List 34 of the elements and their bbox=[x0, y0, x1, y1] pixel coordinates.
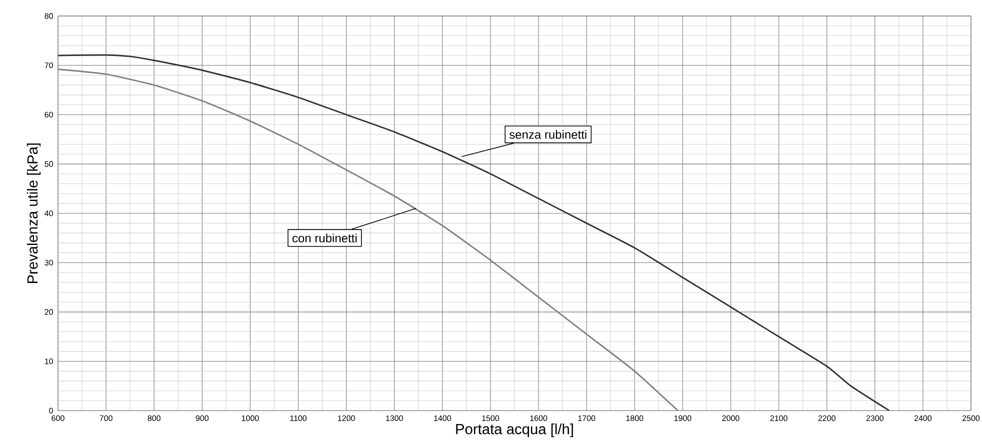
y-tick-label: 70 bbox=[44, 62, 53, 68]
x-tick-label: 1500 bbox=[482, 415, 500, 422]
x-tick-label: 1300 bbox=[386, 415, 403, 422]
x-tick-label: 1800 bbox=[626, 415, 644, 422]
x-tick-label: 800 bbox=[148, 415, 160, 422]
y-tick-label: 40 bbox=[44, 210, 53, 216]
y-tick-label: 50 bbox=[44, 161, 53, 167]
x-tick-label: 1900 bbox=[674, 415, 692, 422]
x-tick-label: 2000 bbox=[722, 415, 740, 422]
x-tick-label: 2100 bbox=[770, 415, 788, 422]
x-tick-label: 2200 bbox=[818, 415, 836, 422]
y-tick-label: 0 bbox=[49, 408, 53, 414]
x-tick-label: 2400 bbox=[914, 415, 932, 422]
y-tick-label: 20 bbox=[44, 309, 53, 315]
annotation: con rubinetti bbox=[292, 234, 357, 242]
x-tick-label: 1200 bbox=[338, 415, 355, 422]
x-axis-title: Portata acqua [l/h] bbox=[456, 424, 573, 438]
x-tick-label: 2500 bbox=[962, 415, 980, 422]
y-tick-label: 80 bbox=[44, 13, 53, 19]
y-tick-label: 30 bbox=[44, 260, 53, 266]
x-tick-label: 1100 bbox=[290, 415, 307, 422]
y-tick-label: 10 bbox=[45, 358, 53, 364]
x-tick-label: 900 bbox=[196, 415, 209, 422]
x-tick-label: 600 bbox=[52, 415, 64, 422]
x-tick-label: 1600 bbox=[530, 415, 548, 422]
x-tick-label: 1000 bbox=[242, 415, 259, 422]
x-tick-label: 2300 bbox=[866, 415, 884, 422]
annotation: senza rubinetti bbox=[509, 130, 586, 139]
x-tick-label: 700 bbox=[100, 415, 112, 422]
x-tick-label: 1700 bbox=[578, 415, 596, 422]
x-tick-label: 1400 bbox=[434, 415, 452, 422]
line-series bbox=[58, 54, 890, 411]
y-tick-label: 60 bbox=[44, 112, 53, 118]
y-axis-title: Prevalenza utile [kPa] bbox=[26, 143, 41, 284]
